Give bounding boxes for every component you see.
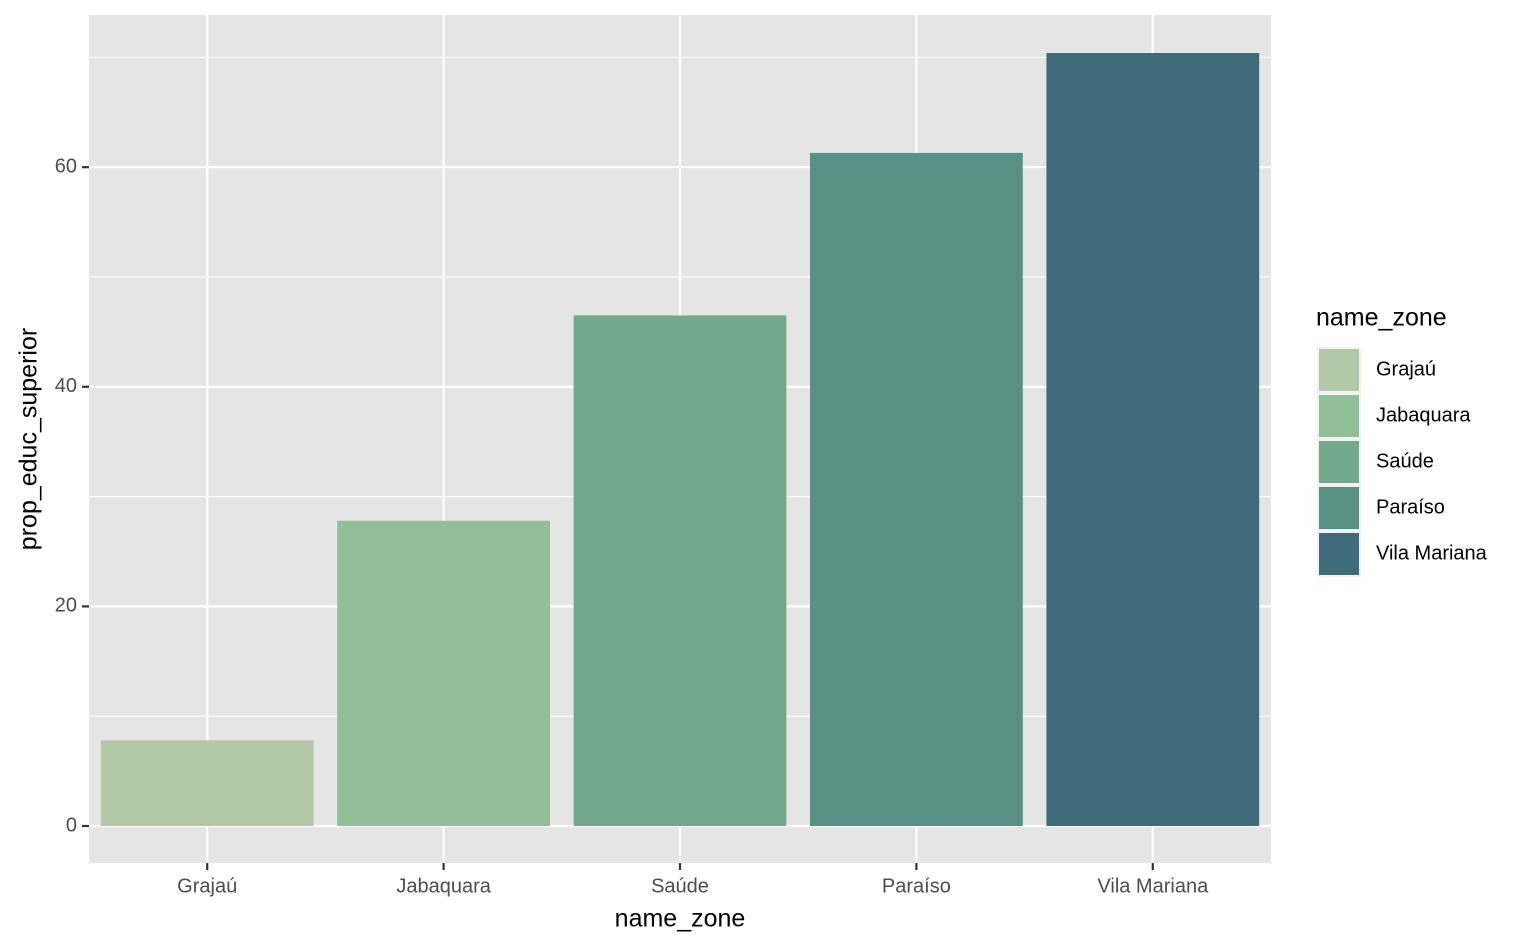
x-tick-label: Paraíso — [882, 875, 951, 897]
legend-label: Vila Mariana — [1376, 542, 1488, 564]
legend-label: Saúde — [1376, 450, 1434, 472]
legend-key — [1319, 349, 1359, 391]
legend-key — [1319, 533, 1359, 575]
x-tick-label: Grajaú — [177, 875, 237, 897]
legend-key — [1319, 441, 1359, 483]
y-tick-label: 0 — [66, 814, 77, 836]
bar — [810, 152, 1023, 826]
x-axis-title: name_zone — [615, 905, 746, 933]
legend-label: Paraíso — [1376, 496, 1445, 518]
legend-key — [1319, 395, 1359, 437]
legend-key — [1319, 487, 1359, 529]
x-tick-label: Jabaquara — [396, 875, 491, 897]
legend-label: Grajaú — [1376, 358, 1436, 380]
bar — [573, 315, 787, 826]
y-tick-label: 40 — [55, 375, 77, 397]
bar — [337, 520, 550, 826]
legend-title: name_zone — [1316, 304, 1447, 332]
y-tick-label: 60 — [55, 155, 77, 177]
y-tick-label: 20 — [55, 595, 77, 617]
y-axis-title: prop_educ_superior — [15, 328, 43, 550]
bar — [100, 740, 314, 826]
x-tick-label: Vila Mariana — [1097, 875, 1209, 897]
bar — [1046, 52, 1260, 826]
legend-label: Jabaquara — [1376, 404, 1471, 426]
x-tick-label: Saúde — [651, 875, 709, 897]
